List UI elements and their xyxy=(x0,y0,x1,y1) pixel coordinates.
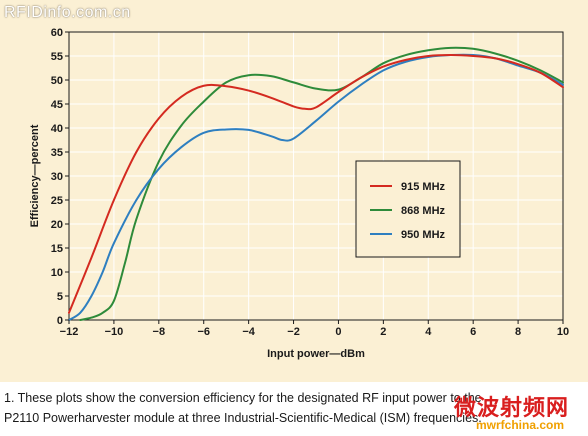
x-tick-label: 10 xyxy=(557,326,569,338)
caption-line-1: 1. These plots show the conversion effic… xyxy=(4,391,482,405)
caption-line-2: P2110 Powerharvester module at three Ind… xyxy=(4,411,482,425)
legend-label-868: 868 MHz xyxy=(401,205,446,217)
x-tick-label: −8 xyxy=(153,326,166,338)
watermark-chinese-text: 微波射频网 xyxy=(454,396,570,421)
y-tick-label: 20 xyxy=(51,219,63,231)
x-tick-label: 0 xyxy=(335,326,341,338)
y-tick-label: 55 xyxy=(51,51,63,63)
legend-label-915: 915 MHz xyxy=(401,181,446,193)
x-axis-title: Input power—dBm xyxy=(267,348,365,360)
watermark-url: mwrfchina.com xyxy=(476,418,565,432)
y-tick-label: 25 xyxy=(51,195,63,207)
efficiency-chart: −12 −10 −8 −6 −4 −2 0 2 4 6 8 10 0 5 10 15 20 25 30 35 40 45… xyxy=(29,27,569,360)
x-tick-label: −2 xyxy=(287,326,300,338)
chart-figure: −12 −10 −8 −6 −4 −2 0 2 4 6 8 10 0 5 10 15 20 25 30 35 40 45… xyxy=(0,0,588,382)
x-ticks: −12 −10 −8 −6 −4 −2 0 2 4 6 8 10 xyxy=(60,320,569,338)
figure-caption: 1. These plots show the conversion effic… xyxy=(4,388,482,428)
x-tick-label: −12 xyxy=(60,326,79,338)
legend: 915 MHz 868 MHz 950 MHz xyxy=(355,160,461,258)
watermark-rfidinfo: RFIDinfo.com.cn xyxy=(4,4,131,21)
y-tick-label: 35 xyxy=(51,147,63,159)
y-axis-title: Efficiency—percent xyxy=(29,124,41,227)
y-tick-label: 0 xyxy=(57,315,63,327)
y-tick-label: 40 xyxy=(51,123,63,135)
y-tick-label: 60 xyxy=(51,27,63,39)
series-line-868 xyxy=(79,46,564,321)
y-tick-label: 15 xyxy=(51,243,63,255)
y-tick-label: 50 xyxy=(51,75,63,87)
x-tick-label: −10 xyxy=(105,326,124,338)
x-tick-label: 8 xyxy=(515,326,521,338)
x-tick-label: −6 xyxy=(197,326,210,338)
x-tick-label: −4 xyxy=(242,326,255,338)
series-line-915 xyxy=(68,54,564,314)
watermark-mwrfchina: 微波射频网 mwrfchina.com xyxy=(446,382,588,436)
series-lines xyxy=(68,46,564,321)
legend-label-950: 950 MHz xyxy=(401,229,446,241)
y-tick-label: 30 xyxy=(51,171,63,183)
y-ticks: 0 5 10 15 20 25 30 35 40 45 50 55 60 xyxy=(51,27,69,327)
y-tick-label: 45 xyxy=(51,99,63,111)
y-tick-label: 5 xyxy=(57,291,63,303)
y-tick-label: 10 xyxy=(51,267,63,279)
x-tick-label: 2 xyxy=(380,326,386,338)
x-tick-label: 4 xyxy=(425,326,432,338)
x-tick-label: 6 xyxy=(470,326,476,338)
